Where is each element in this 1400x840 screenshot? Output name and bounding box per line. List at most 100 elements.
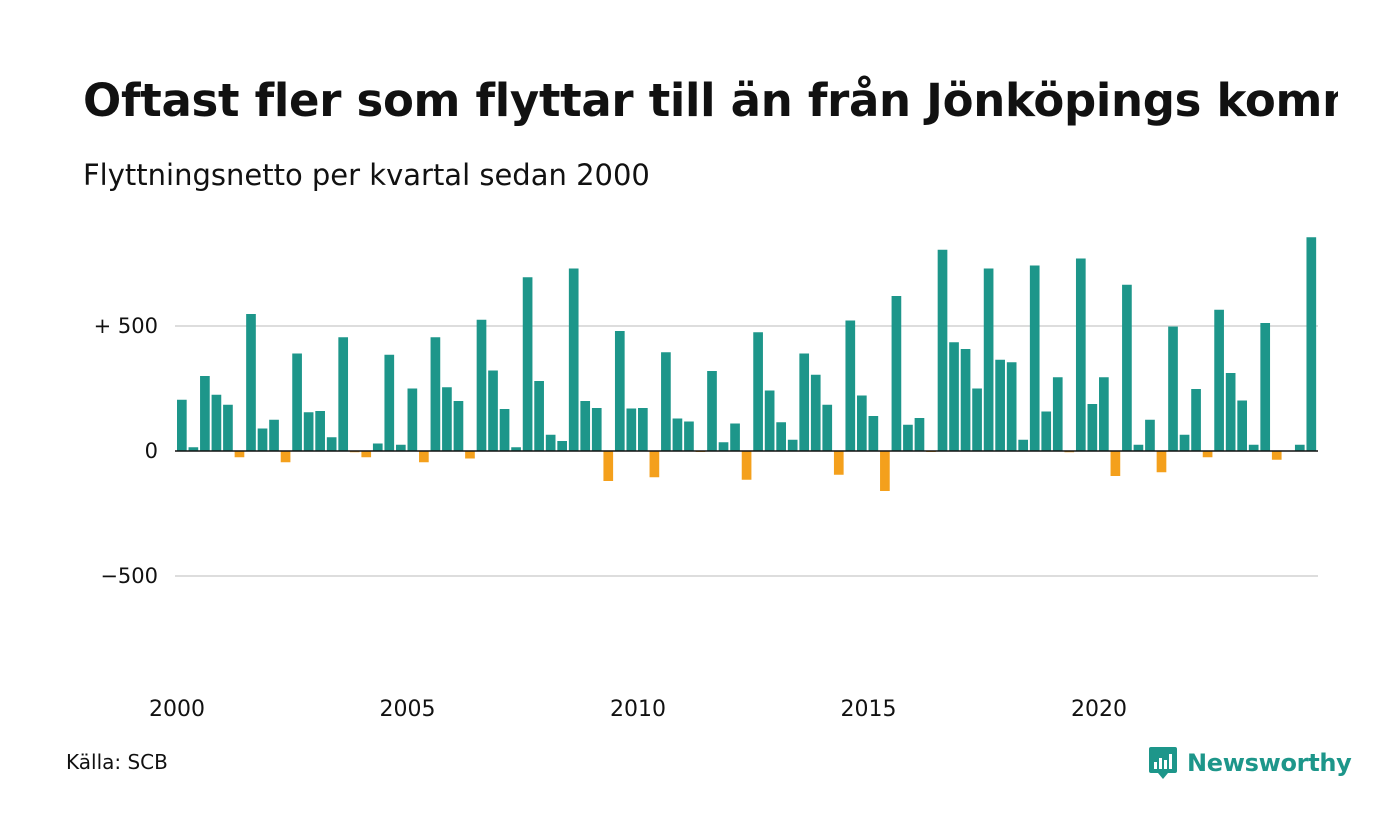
- bar: [419, 451, 429, 463]
- bar: [326, 437, 337, 451]
- bar: [1179, 434, 1190, 451]
- bar: [488, 370, 498, 451]
- bar: [937, 249, 948, 451]
- bar: [1271, 451, 1282, 460]
- bar: [753, 332, 763, 451]
- chart-title: Oftast fler som flyttar till än från Jön…: [83, 74, 1338, 127]
- bar: [649, 451, 660, 478]
- bar: [211, 394, 222, 451]
- bar: [315, 411, 325, 451]
- bar: [580, 401, 591, 451]
- bar: [822, 404, 833, 451]
- bar: [707, 371, 717, 451]
- bar: [833, 451, 844, 475]
- bar: [1075, 258, 1086, 451]
- bar: [223, 404, 233, 451]
- x-tick-label: 2010: [610, 697, 666, 722]
- bar: [1202, 451, 1213, 458]
- bar: [557, 441, 568, 451]
- bar: [810, 374, 821, 451]
- bar: [591, 408, 602, 451]
- bar: [384, 354, 395, 451]
- bar: [995, 359, 1005, 451]
- brand-logo: Newsworthy: [1148, 743, 1352, 783]
- source-note: Källa: SCB: [66, 750, 168, 774]
- bar: [776, 422, 786, 451]
- bar: [1168, 326, 1178, 451]
- bar: [511, 447, 521, 451]
- bar: [730, 423, 740, 451]
- bar: [603, 451, 614, 481]
- bar: [465, 451, 475, 459]
- bar: [799, 353, 810, 451]
- bar: [476, 319, 487, 451]
- bar: [303, 412, 314, 451]
- bar: [568, 268, 579, 451]
- bar: [361, 451, 372, 458]
- y-tick-label: + 500: [94, 314, 158, 338]
- x-tick-label: 2015: [841, 697, 897, 722]
- bar: [914, 418, 925, 451]
- bar: [661, 352, 671, 451]
- bar: [741, 451, 752, 480]
- bar: [430, 337, 441, 451]
- bar: [626, 408, 637, 451]
- bar: [1191, 389, 1201, 451]
- bar: [684, 421, 694, 451]
- bar: [949, 342, 959, 451]
- bar: [280, 451, 291, 463]
- bar: [257, 428, 268, 451]
- bar: [718, 442, 729, 451]
- chart-subtitle: Flyttningsnetto per kvartal sedan 2000: [83, 158, 650, 192]
- bar: [960, 349, 971, 451]
- bar: [1018, 439, 1029, 451]
- bar: [234, 451, 245, 458]
- bar: [903, 424, 913, 451]
- bar: [177, 399, 187, 451]
- bar: [1214, 309, 1224, 451]
- newsworthy-logo-icon: [1149, 747, 1177, 779]
- bar: [442, 387, 452, 451]
- brand-name: Newsworthy: [1187, 749, 1352, 777]
- bar: [1006, 362, 1017, 451]
- bar: [1225, 373, 1236, 451]
- bar: [534, 381, 544, 451]
- bars: [177, 237, 1317, 491]
- bar: [614, 331, 625, 451]
- bar: [269, 419, 279, 451]
- x-tick-label: 2020: [1071, 697, 1127, 722]
- bar: [1099, 377, 1109, 451]
- bar: [972, 388, 982, 451]
- bar: [188, 447, 199, 451]
- bar: [1029, 265, 1040, 451]
- bar: [1306, 237, 1317, 451]
- bar: [1237, 400, 1247, 451]
- y-tick-label: −500: [100, 564, 158, 588]
- bar: [407, 388, 418, 451]
- x-tick-label: 2000: [149, 697, 205, 722]
- bar: [856, 395, 867, 451]
- bar: [1248, 444, 1259, 451]
- bar: [1052, 377, 1063, 451]
- bar: [1260, 323, 1271, 451]
- bar: [292, 353, 302, 451]
- bar: [983, 268, 994, 451]
- bar: [845, 320, 856, 451]
- bar: [891, 296, 902, 451]
- bar: [395, 444, 406, 451]
- bar: [868, 416, 879, 451]
- bar: [638, 408, 648, 451]
- bar: [1110, 451, 1121, 476]
- bar: [787, 439, 798, 451]
- bar: [1087, 404, 1098, 451]
- x-tick-label: 2005: [380, 697, 436, 722]
- bar: [499, 409, 510, 451]
- bar: [1294, 444, 1305, 451]
- bar: [1133, 444, 1144, 451]
- bar: [246, 314, 256, 451]
- bar: [372, 443, 383, 451]
- bar: [1041, 411, 1052, 451]
- bar: [1156, 451, 1167, 473]
- bar: [672, 418, 683, 451]
